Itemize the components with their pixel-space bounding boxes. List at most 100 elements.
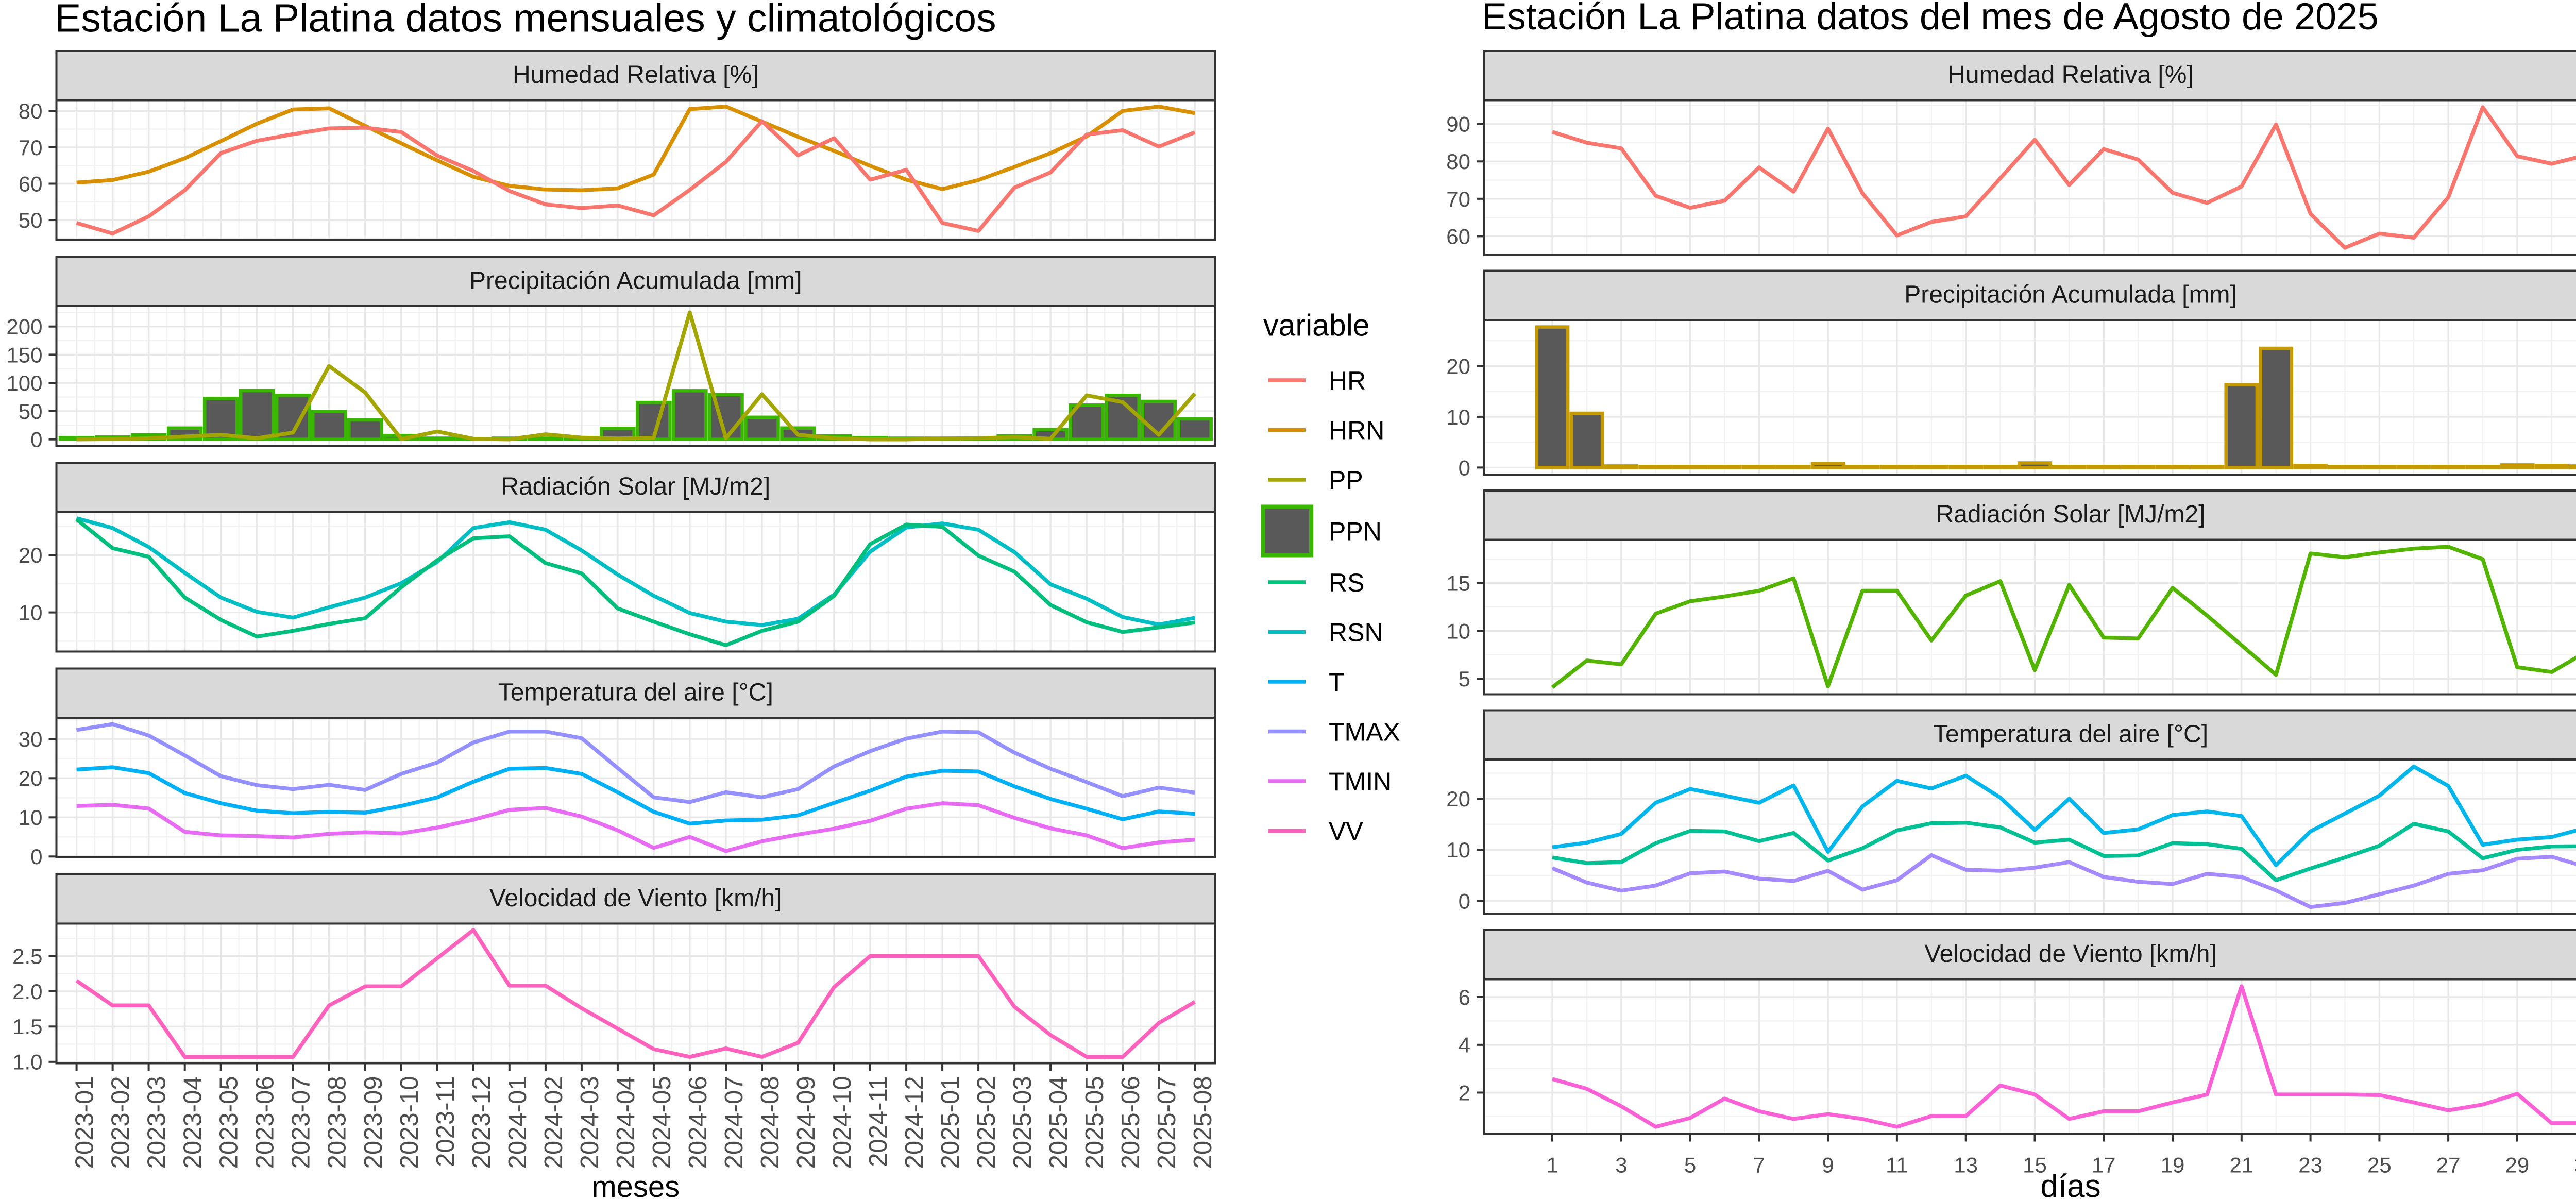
svg-text:2024-06: 2024-06 — [684, 1076, 712, 1169]
svg-text:200: 200 — [6, 315, 42, 339]
svg-text:2024-10: 2024-10 — [828, 1076, 856, 1169]
svg-text:5: 5 — [1459, 667, 1470, 691]
svg-text:Humedad Relativa [%]: Humedad Relativa [%] — [1947, 61, 2194, 89]
svg-text:23: 23 — [2298, 1153, 2323, 1177]
svg-text:0: 0 — [1459, 889, 1470, 913]
svg-text:10: 10 — [1446, 405, 1470, 429]
svg-text:2.5: 2.5 — [12, 944, 42, 968]
svg-text:70: 70 — [1446, 187, 1470, 211]
svg-text:meses: meses — [591, 1170, 680, 1199]
svg-text:2023-11: 2023-11 — [432, 1076, 460, 1167]
svg-text:2025-05: 2025-05 — [1081, 1076, 1109, 1169]
svg-text:2025-06: 2025-06 — [1117, 1076, 1145, 1169]
svg-text:2024-09: 2024-09 — [792, 1076, 820, 1169]
svg-text:2023-09: 2023-09 — [360, 1076, 387, 1169]
svg-text:2024-02: 2024-02 — [540, 1076, 568, 1169]
svg-text:1.0: 1.0 — [12, 1050, 42, 1074]
svg-text:2023-06: 2023-06 — [251, 1076, 279, 1169]
svg-text:PP: PP — [1329, 466, 1363, 495]
svg-text:27: 27 — [2436, 1153, 2461, 1177]
svg-text:Temperatura del aire [°C]: Temperatura del aire [°C] — [1933, 721, 2208, 748]
svg-text:2.0: 2.0 — [12, 980, 42, 1004]
svg-text:15: 15 — [2023, 1153, 2047, 1177]
svg-text:HRN: HRN — [1329, 416, 1384, 445]
svg-text:5: 5 — [1684, 1153, 1696, 1177]
svg-text:Radiación Solar [MJ/m2]: Radiación Solar [MJ/m2] — [1936, 501, 2206, 528]
svg-text:Precipitación Acumulada [mm]: Precipitación Acumulada [mm] — [469, 267, 802, 295]
svg-text:HR: HR — [1329, 366, 1366, 395]
svg-text:días: días — [2040, 1169, 2100, 1199]
svg-text:90: 90 — [1446, 112, 1470, 137]
svg-text:2024-03: 2024-03 — [576, 1076, 604, 1169]
svg-text:2023-02: 2023-02 — [107, 1076, 135, 1169]
svg-text:2023-07: 2023-07 — [287, 1076, 315, 1169]
svg-text:2023-03: 2023-03 — [143, 1076, 171, 1169]
svg-text:2023-04: 2023-04 — [179, 1076, 207, 1169]
svg-text:2024-05: 2024-05 — [648, 1076, 676, 1169]
svg-text:2025-04: 2025-04 — [1045, 1076, 1073, 1169]
svg-text:0: 0 — [30, 428, 42, 452]
svg-text:2024-08: 2024-08 — [756, 1076, 784, 1169]
svg-text:30: 30 — [19, 727, 43, 751]
svg-text:2024-12: 2024-12 — [901, 1076, 928, 1169]
svg-text:2024-07: 2024-07 — [720, 1076, 748, 1169]
svg-text:Precipitación Acumulada [mm]: Precipitación Acumulada [mm] — [1904, 281, 2237, 309]
svg-text:100: 100 — [6, 371, 42, 395]
svg-text:4: 4 — [1459, 1033, 1470, 1057]
svg-text:60: 60 — [1446, 224, 1470, 248]
svg-text:11: 11 — [1886, 1153, 1908, 1177]
svg-text:3: 3 — [1615, 1153, 1627, 1177]
svg-text:7: 7 — [1753, 1153, 1765, 1177]
svg-text:2024-04: 2024-04 — [612, 1076, 640, 1169]
svg-text:TMAX: TMAX — [1329, 718, 1400, 747]
svg-text:RSN: RSN — [1329, 618, 1383, 647]
svg-text:Velocidad de Viento [km/h]: Velocidad de Viento [km/h] — [1924, 940, 2217, 968]
svg-text:2025-01: 2025-01 — [937, 1076, 964, 1169]
svg-text:50: 50 — [19, 399, 43, 424]
svg-text:20: 20 — [1446, 354, 1470, 378]
svg-text:25: 25 — [2367, 1153, 2392, 1177]
svg-text:2023-10: 2023-10 — [396, 1076, 423, 1169]
svg-text:150: 150 — [6, 343, 42, 367]
svg-text:1.5: 1.5 — [12, 1015, 42, 1039]
svg-text:Velocidad de Viento [km/h]: Velocidad de Viento [km/h] — [489, 885, 782, 912]
svg-text:70: 70 — [19, 136, 43, 160]
svg-text:2025-08: 2025-08 — [1189, 1076, 1217, 1169]
svg-text:2025-02: 2025-02 — [973, 1076, 1001, 1169]
svg-text:Humedad Relativa [%]: Humedad Relativa [%] — [513, 61, 759, 89]
svg-text:10: 10 — [1446, 619, 1470, 643]
svg-text:20: 20 — [19, 766, 43, 790]
svg-text:80: 80 — [1446, 149, 1470, 174]
svg-text:2025-07: 2025-07 — [1153, 1076, 1181, 1169]
svg-text:50: 50 — [19, 208, 43, 232]
svg-text:2024-01: 2024-01 — [504, 1076, 532, 1169]
svg-text:10: 10 — [19, 805, 43, 830]
svg-text:31: 31 — [2574, 1153, 2576, 1177]
svg-text:20: 20 — [19, 543, 43, 567]
svg-text:T: T — [1329, 668, 1345, 697]
svg-text:20: 20 — [1446, 787, 1470, 811]
svg-text:13: 13 — [1954, 1153, 1978, 1177]
svg-text:10: 10 — [19, 601, 43, 625]
svg-text:Radiación Solar [MJ/m2]: Radiación Solar [MJ/m2] — [501, 473, 770, 500]
svg-text:2024-11: 2024-11 — [865, 1076, 892, 1167]
svg-text:Estación La Platina datos mens: Estación La Platina datos mensuales y cl… — [55, 0, 996, 41]
svg-text:6: 6 — [1459, 985, 1470, 1009]
svg-text:10: 10 — [1446, 838, 1470, 862]
svg-text:2: 2 — [1459, 1080, 1470, 1105]
svg-text:Estación La Platina datos del: Estación La Platina datos del mes de Ago… — [1482, 0, 2379, 38]
svg-text:17: 17 — [2092, 1153, 2116, 1177]
svg-text:VV: VV — [1329, 817, 1363, 846]
svg-text:Temperatura del aire [°C]: Temperatura del aire [°C] — [498, 679, 773, 706]
svg-text:2023-01: 2023-01 — [71, 1076, 99, 1169]
svg-text:60: 60 — [19, 172, 43, 196]
svg-text:PPN: PPN — [1329, 517, 1382, 546]
svg-text:2023-12: 2023-12 — [468, 1076, 496, 1169]
svg-text:0: 0 — [30, 845, 42, 869]
svg-text:15: 15 — [1446, 571, 1470, 596]
svg-text:2023-08: 2023-08 — [324, 1076, 351, 1169]
svg-text:21: 21 — [2229, 1153, 2253, 1177]
svg-text:RS: RS — [1329, 568, 1364, 597]
svg-text:1: 1 — [1546, 1153, 1558, 1177]
svg-text:29: 29 — [2505, 1153, 2530, 1177]
